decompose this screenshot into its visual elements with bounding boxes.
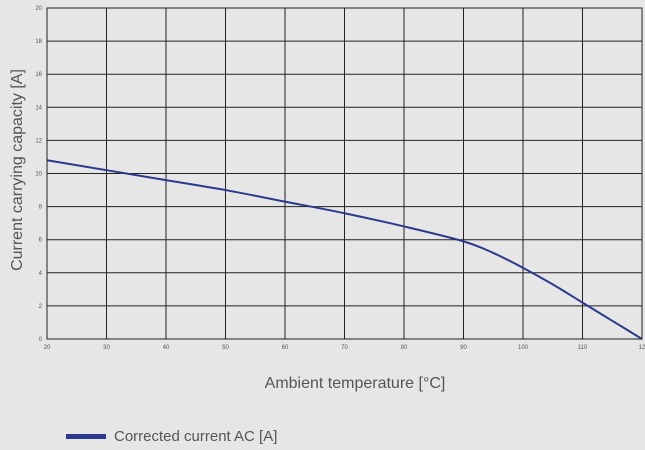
- y-tick-label: 4: [39, 271, 43, 277]
- y-tick-label: 10: [35, 172, 42, 178]
- x-ticks: 20 30 40 50 60 70 80 90 100 110 12: [44, 345, 645, 351]
- y-tick-label: 16: [35, 72, 42, 78]
- y-tick-label: 14: [35, 105, 42, 111]
- series-line: [46, 159, 643, 340]
- legend: Corrected current AC [A]: [66, 428, 277, 445]
- x-axis-title: Ambient temperature [°C]: [265, 375, 446, 392]
- x-tick-label: 20: [44, 345, 51, 351]
- y-tick-label: 2: [39, 304, 43, 310]
- y-tick-label: 12: [35, 138, 42, 144]
- x-tick-label: 70: [341, 345, 348, 351]
- y-tick-label: 0: [39, 337, 43, 343]
- y-ticks: 0 2 4 6 8 10 12 14 16 18 20: [35, 6, 42, 343]
- x-tick-label: 90: [460, 345, 467, 351]
- legend-swatch: [66, 434, 106, 439]
- x-tick-label: 110: [578, 345, 588, 351]
- plot-frame: [46, 7, 643, 340]
- x-tick-label: 80: [401, 345, 408, 351]
- grid: [46, 7, 643, 340]
- x-tick-label: 12: [639, 345, 645, 351]
- y-tick-label: 18: [35, 39, 42, 45]
- y-axis-title: Current carrying capacity [A]: [9, 69, 26, 271]
- legend-label: Corrected current AC [A]: [114, 428, 278, 445]
- x-tick-label: 40: [163, 345, 170, 351]
- x-tick-label: 30: [103, 345, 110, 351]
- y-tick-label: 6: [39, 238, 43, 244]
- y-tick-label: 20: [35, 6, 42, 12]
- y-tick-label: 8: [39, 205, 43, 211]
- x-tick-label: 100: [518, 345, 529, 351]
- x-tick-label: 50: [222, 345, 229, 351]
- x-tick-label: 60: [282, 345, 289, 351]
